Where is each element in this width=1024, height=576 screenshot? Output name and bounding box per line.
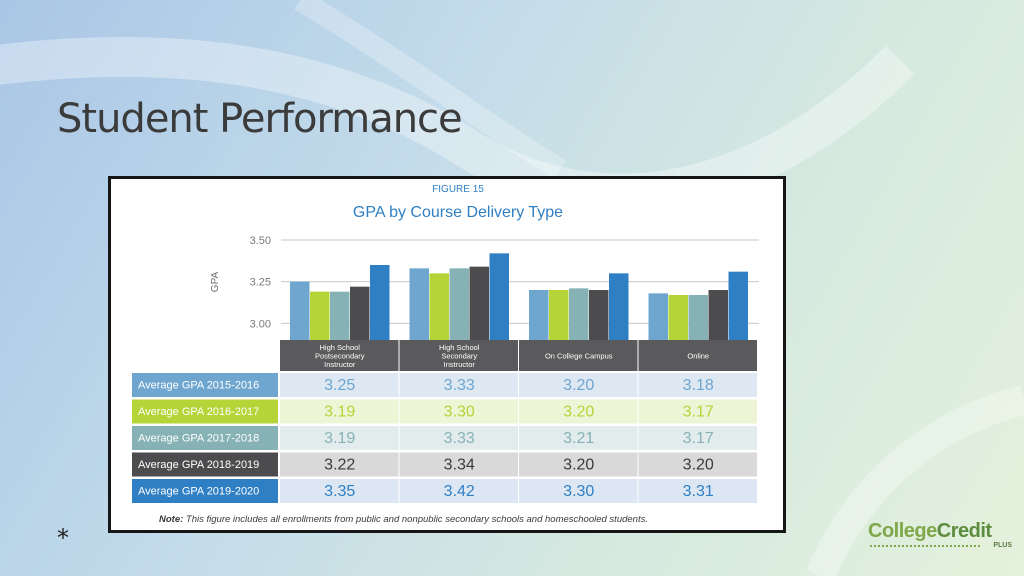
bar xyxy=(609,273,629,340)
data-label: 3.25 xyxy=(324,377,355,394)
value-cell xyxy=(280,452,399,477)
category-label: Secondary xyxy=(441,352,477,361)
chart-title: GPA by Course Delivery Type xyxy=(353,204,563,221)
value-cell xyxy=(280,399,399,424)
data-label: 3.33 xyxy=(444,377,475,394)
value-cell xyxy=(399,426,518,450)
category-header-cell xyxy=(399,340,518,371)
footer-asterisk: * xyxy=(57,524,69,552)
bar xyxy=(429,273,449,340)
bar xyxy=(648,293,668,340)
category-label: Instructor xyxy=(444,360,476,369)
value-cell xyxy=(519,479,638,503)
legend-cell xyxy=(132,426,278,450)
y-tick-label: 3.50 xyxy=(250,235,271,247)
value-cell xyxy=(638,452,757,477)
bar xyxy=(370,265,390,340)
legend-label: Average GPA 2015-2016 xyxy=(138,380,259,392)
category-label: Postsecondary xyxy=(315,352,365,361)
logo-wordmark: CollegeCredit xyxy=(868,520,992,542)
bar xyxy=(728,271,748,340)
value-cell xyxy=(519,426,638,450)
legend-cell xyxy=(132,399,278,424)
value-cell xyxy=(638,373,757,397)
value-cell xyxy=(519,452,638,477)
category-label: Online xyxy=(687,352,709,361)
data-label: 3.31 xyxy=(683,483,714,500)
bar xyxy=(589,290,609,340)
value-cell xyxy=(638,479,757,503)
bar xyxy=(469,266,489,340)
bar xyxy=(290,281,310,340)
value-cell xyxy=(399,399,518,424)
category-label: High School xyxy=(320,343,361,352)
data-label: 3.42 xyxy=(444,483,475,500)
data-label: 3.19 xyxy=(324,430,355,447)
data-label: 3.20 xyxy=(563,457,594,474)
value-cell xyxy=(280,479,399,503)
category-label: Instructor xyxy=(324,360,356,369)
y-tick-label: 3.00 xyxy=(250,318,271,330)
legend-label: Average GPA 2016-2017 xyxy=(138,406,259,418)
value-cell xyxy=(399,479,518,503)
data-label: 3.17 xyxy=(683,404,714,421)
bar xyxy=(668,295,688,340)
data-label: 3.22 xyxy=(324,457,355,474)
bar xyxy=(449,268,469,340)
category-label: On College Campus xyxy=(545,352,613,361)
data-label: 3.17 xyxy=(683,430,714,447)
value-cell xyxy=(399,452,518,477)
bar xyxy=(549,290,569,340)
data-label: 3.20 xyxy=(683,457,714,474)
data-label: 3.20 xyxy=(563,377,594,394)
value-cell xyxy=(280,373,399,397)
legend-cell xyxy=(132,452,278,477)
bar xyxy=(310,291,330,340)
logo-plus: PLUS xyxy=(993,542,1012,549)
bar xyxy=(350,286,370,340)
data-label: 3.19 xyxy=(324,404,355,421)
bar xyxy=(330,291,350,340)
chart-note: Note: This figure includes all enrollmen… xyxy=(159,514,648,525)
category-header-cell xyxy=(638,340,757,371)
value-cell xyxy=(519,373,638,397)
chart-figure: FIGURE 15 GPA by Course Delivery Type GP… xyxy=(108,176,786,533)
value-cell xyxy=(519,399,638,424)
value-cell xyxy=(399,373,518,397)
category-label: High School xyxy=(439,343,480,352)
data-label: 3.34 xyxy=(444,457,475,474)
logo-dotted-line xyxy=(870,545,980,547)
legend-label: Average GPA 2019-2020 xyxy=(138,486,259,498)
legend-cell xyxy=(132,373,278,397)
legend-label: Average GPA 2017-2018 xyxy=(138,433,259,445)
data-label: 3.20 xyxy=(563,404,594,421)
legend-label: Average GPA 2018-2019 xyxy=(138,459,259,471)
college-credit-plus-logo: CollegeCredit PLUS xyxy=(868,521,1018,557)
bar xyxy=(489,253,509,340)
category-header-cell xyxy=(280,340,399,371)
data-label: 3.33 xyxy=(444,430,475,447)
y-tick-label: 3.25 xyxy=(250,277,271,289)
bar xyxy=(569,288,589,340)
data-label: 3.35 xyxy=(324,483,355,500)
slide-title: Student Performance xyxy=(57,96,463,142)
bar xyxy=(529,290,549,340)
data-label: 3.21 xyxy=(563,430,594,447)
bar xyxy=(708,290,728,340)
value-cell xyxy=(638,426,757,450)
bar xyxy=(688,295,708,340)
data-label: 3.18 xyxy=(683,377,714,394)
value-cell xyxy=(638,399,757,424)
category-header-cell xyxy=(519,340,638,371)
bar xyxy=(409,268,429,340)
legend-cell xyxy=(132,479,278,503)
gpa-chart: FIGURE 15 GPA by Course Delivery Type GP… xyxy=(132,184,759,525)
data-label: 3.30 xyxy=(444,404,475,421)
value-cell xyxy=(280,426,399,450)
data-label: 3.30 xyxy=(563,483,594,500)
y-axis-label: GPA xyxy=(210,271,221,292)
figure-label: FIGURE 15 xyxy=(432,184,484,195)
